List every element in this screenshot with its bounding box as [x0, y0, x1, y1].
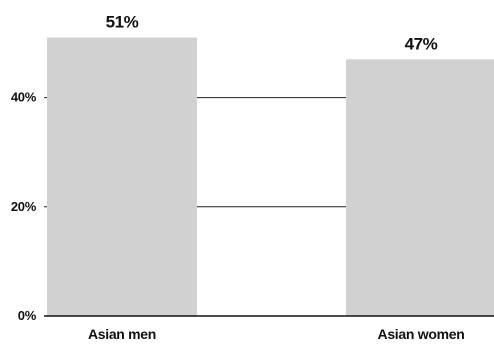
y-tick-label-20: 20%	[11, 199, 37, 214]
category-label-asian-women: Asian women	[378, 326, 465, 342]
y-tick-label-0: 0%	[18, 308, 37, 323]
bar-asian-women	[346, 59, 494, 316]
labels: 0% 20% 40% Asian men Asian women 51% 47%	[11, 13, 465, 342]
bars	[47, 37, 494, 316]
data-label-asian-men: 51%	[106, 13, 139, 32]
data-label-asian-women: 47%	[405, 34, 438, 53]
y-tick-label-40: 40%	[11, 90, 37, 105]
bar-asian-men	[47, 37, 197, 316]
category-label-asian-men: Asian men	[88, 326, 156, 342]
